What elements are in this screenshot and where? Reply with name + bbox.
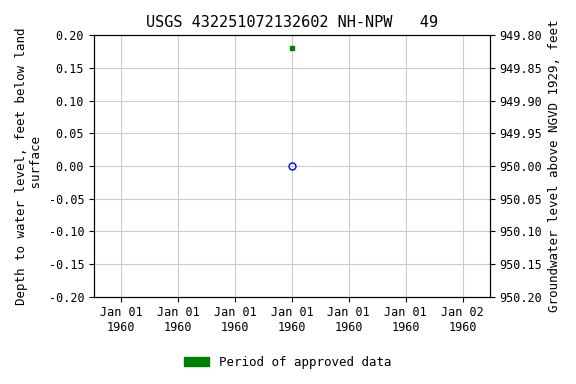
Y-axis label: Groundwater level above NGVD 1929, feet: Groundwater level above NGVD 1929, feet <box>548 20 561 312</box>
Title: USGS 432251072132602 NH-NPW   49: USGS 432251072132602 NH-NPW 49 <box>146 15 438 30</box>
Y-axis label: Depth to water level, feet below land
 surface: Depth to water level, feet below land su… <box>15 27 43 305</box>
Legend: Period of approved data: Period of approved data <box>179 351 397 374</box>
